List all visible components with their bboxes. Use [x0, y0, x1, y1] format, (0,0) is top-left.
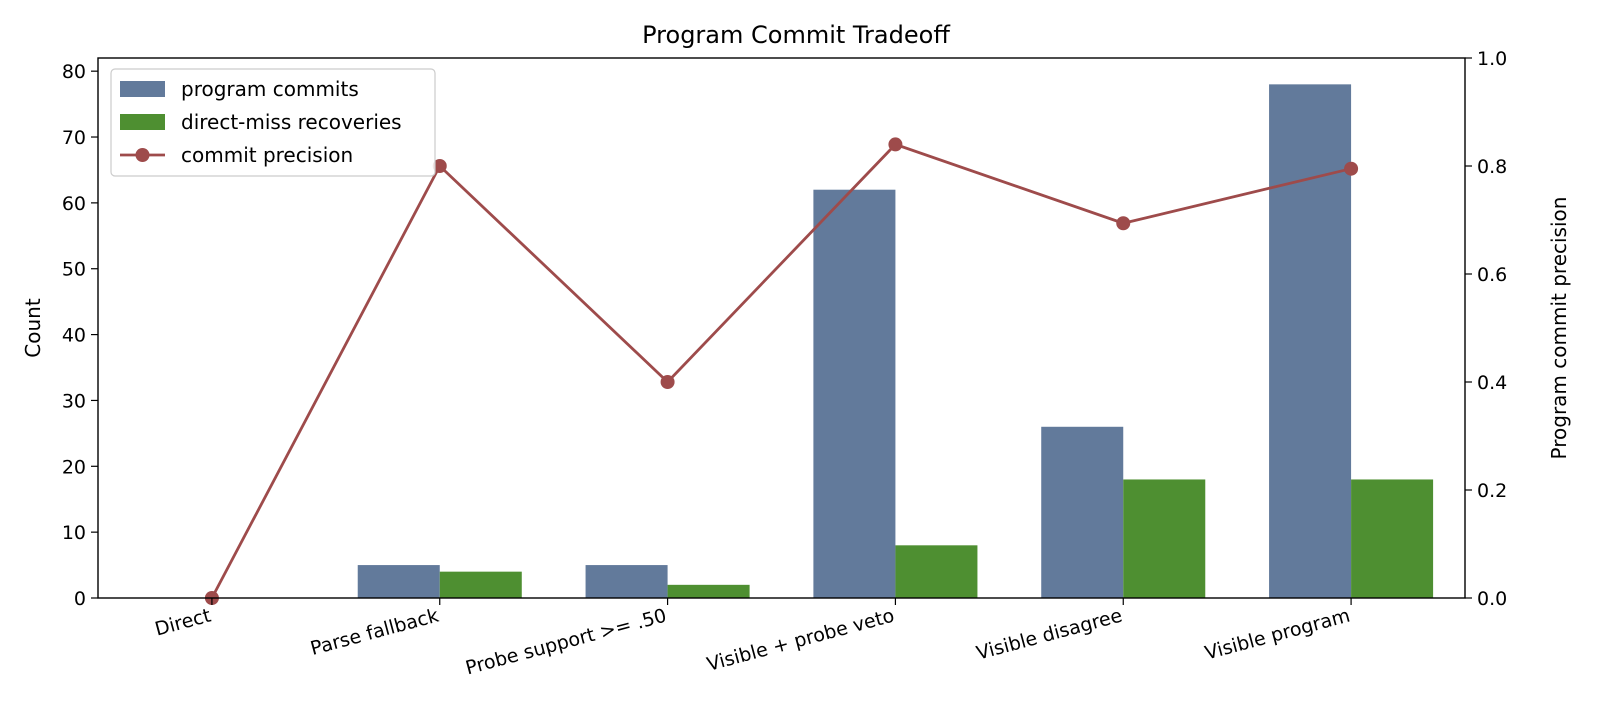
legend-swatch-program-commits	[120, 81, 165, 97]
precision-point-3	[888, 137, 903, 152]
y-tick-label-70: 70	[62, 127, 86, 149]
x-tick-label-3: Visible + probe veto	[705, 605, 897, 676]
bar-direct-miss-recoveries-3	[895, 545, 978, 598]
bar-direct-miss-recoveries-1	[439, 571, 522, 598]
precision-point-5	[1344, 161, 1359, 176]
y-tick-label-80: 80	[62, 61, 86, 83]
y-tick-label-20: 20	[62, 456, 86, 478]
y2-tick-label-0.0: 0.0	[1477, 588, 1507, 610]
legend-label-commit-precision: commit precision	[181, 143, 353, 167]
legend-label-program-commits: program commits	[181, 77, 359, 101]
bar-program-commits-4	[1041, 426, 1124, 598]
y2-tick-label-1.0: 1.0	[1477, 48, 1507, 70]
y2-axis-label: Program commit precision	[1547, 197, 1571, 460]
x-tick-label-5: Visible program	[1203, 605, 1353, 665]
y-tick-label-40: 40	[62, 325, 86, 347]
y-tick-label-60: 60	[62, 193, 86, 215]
x-tick-label-2: Probe support >= .50	[463, 605, 669, 680]
precision-point-4	[1116, 216, 1131, 231]
y2-tick-label-0.4: 0.4	[1477, 372, 1507, 394]
y2-tick-label-0.2: 0.2	[1477, 480, 1507, 502]
bar-direct-miss-recoveries-2	[667, 584, 750, 598]
bar-program-commits-5	[1269, 84, 1352, 599]
y-tick-label-10: 10	[62, 522, 86, 544]
bar-program-commits-3	[813, 189, 896, 598]
bar-program-commits-1	[357, 565, 440, 598]
y2-tick-label-0.6: 0.6	[1477, 264, 1507, 286]
precision-point-1	[432, 159, 447, 173]
bar-direct-miss-recoveries-5	[1351, 479, 1434, 598]
legend-swatch-direct-miss-recoveries	[120, 114, 165, 130]
bars-group	[357, 84, 1434, 599]
y-tick-label-50: 50	[62, 259, 86, 281]
legend-box	[110, 68, 436, 177]
plot-frame	[97, 57, 1466, 599]
y-tick-label-30: 30	[62, 390, 86, 412]
y-axis-label: Count	[21, 298, 45, 358]
x-tick-label-0: Direct	[153, 605, 214, 641]
legend-label-direct-miss-recoveries: direct-miss recoveries	[181, 110, 402, 134]
bar-direct-miss-recoveries-4	[1123, 479, 1206, 598]
x-tick-label-4: Visible disagree	[974, 605, 1124, 665]
chart-title: Program Commit Tradeoff	[642, 21, 950, 49]
precision-line-group	[204, 137, 1359, 605]
bar-program-commits-2	[585, 565, 668, 598]
y-tick-label-0: 0	[74, 588, 86, 610]
y2-tick-label-0.8: 0.8	[1477, 156, 1507, 178]
legend: program commits direct-miss recoveries com…	[110, 68, 436, 177]
precision-point-2	[660, 375, 675, 389]
legend-swatch-marker-commit-precision	[135, 148, 150, 162]
precision-line	[210, 142, 1352, 599]
x-tick-label-1: Parse fallback	[308, 605, 441, 660]
